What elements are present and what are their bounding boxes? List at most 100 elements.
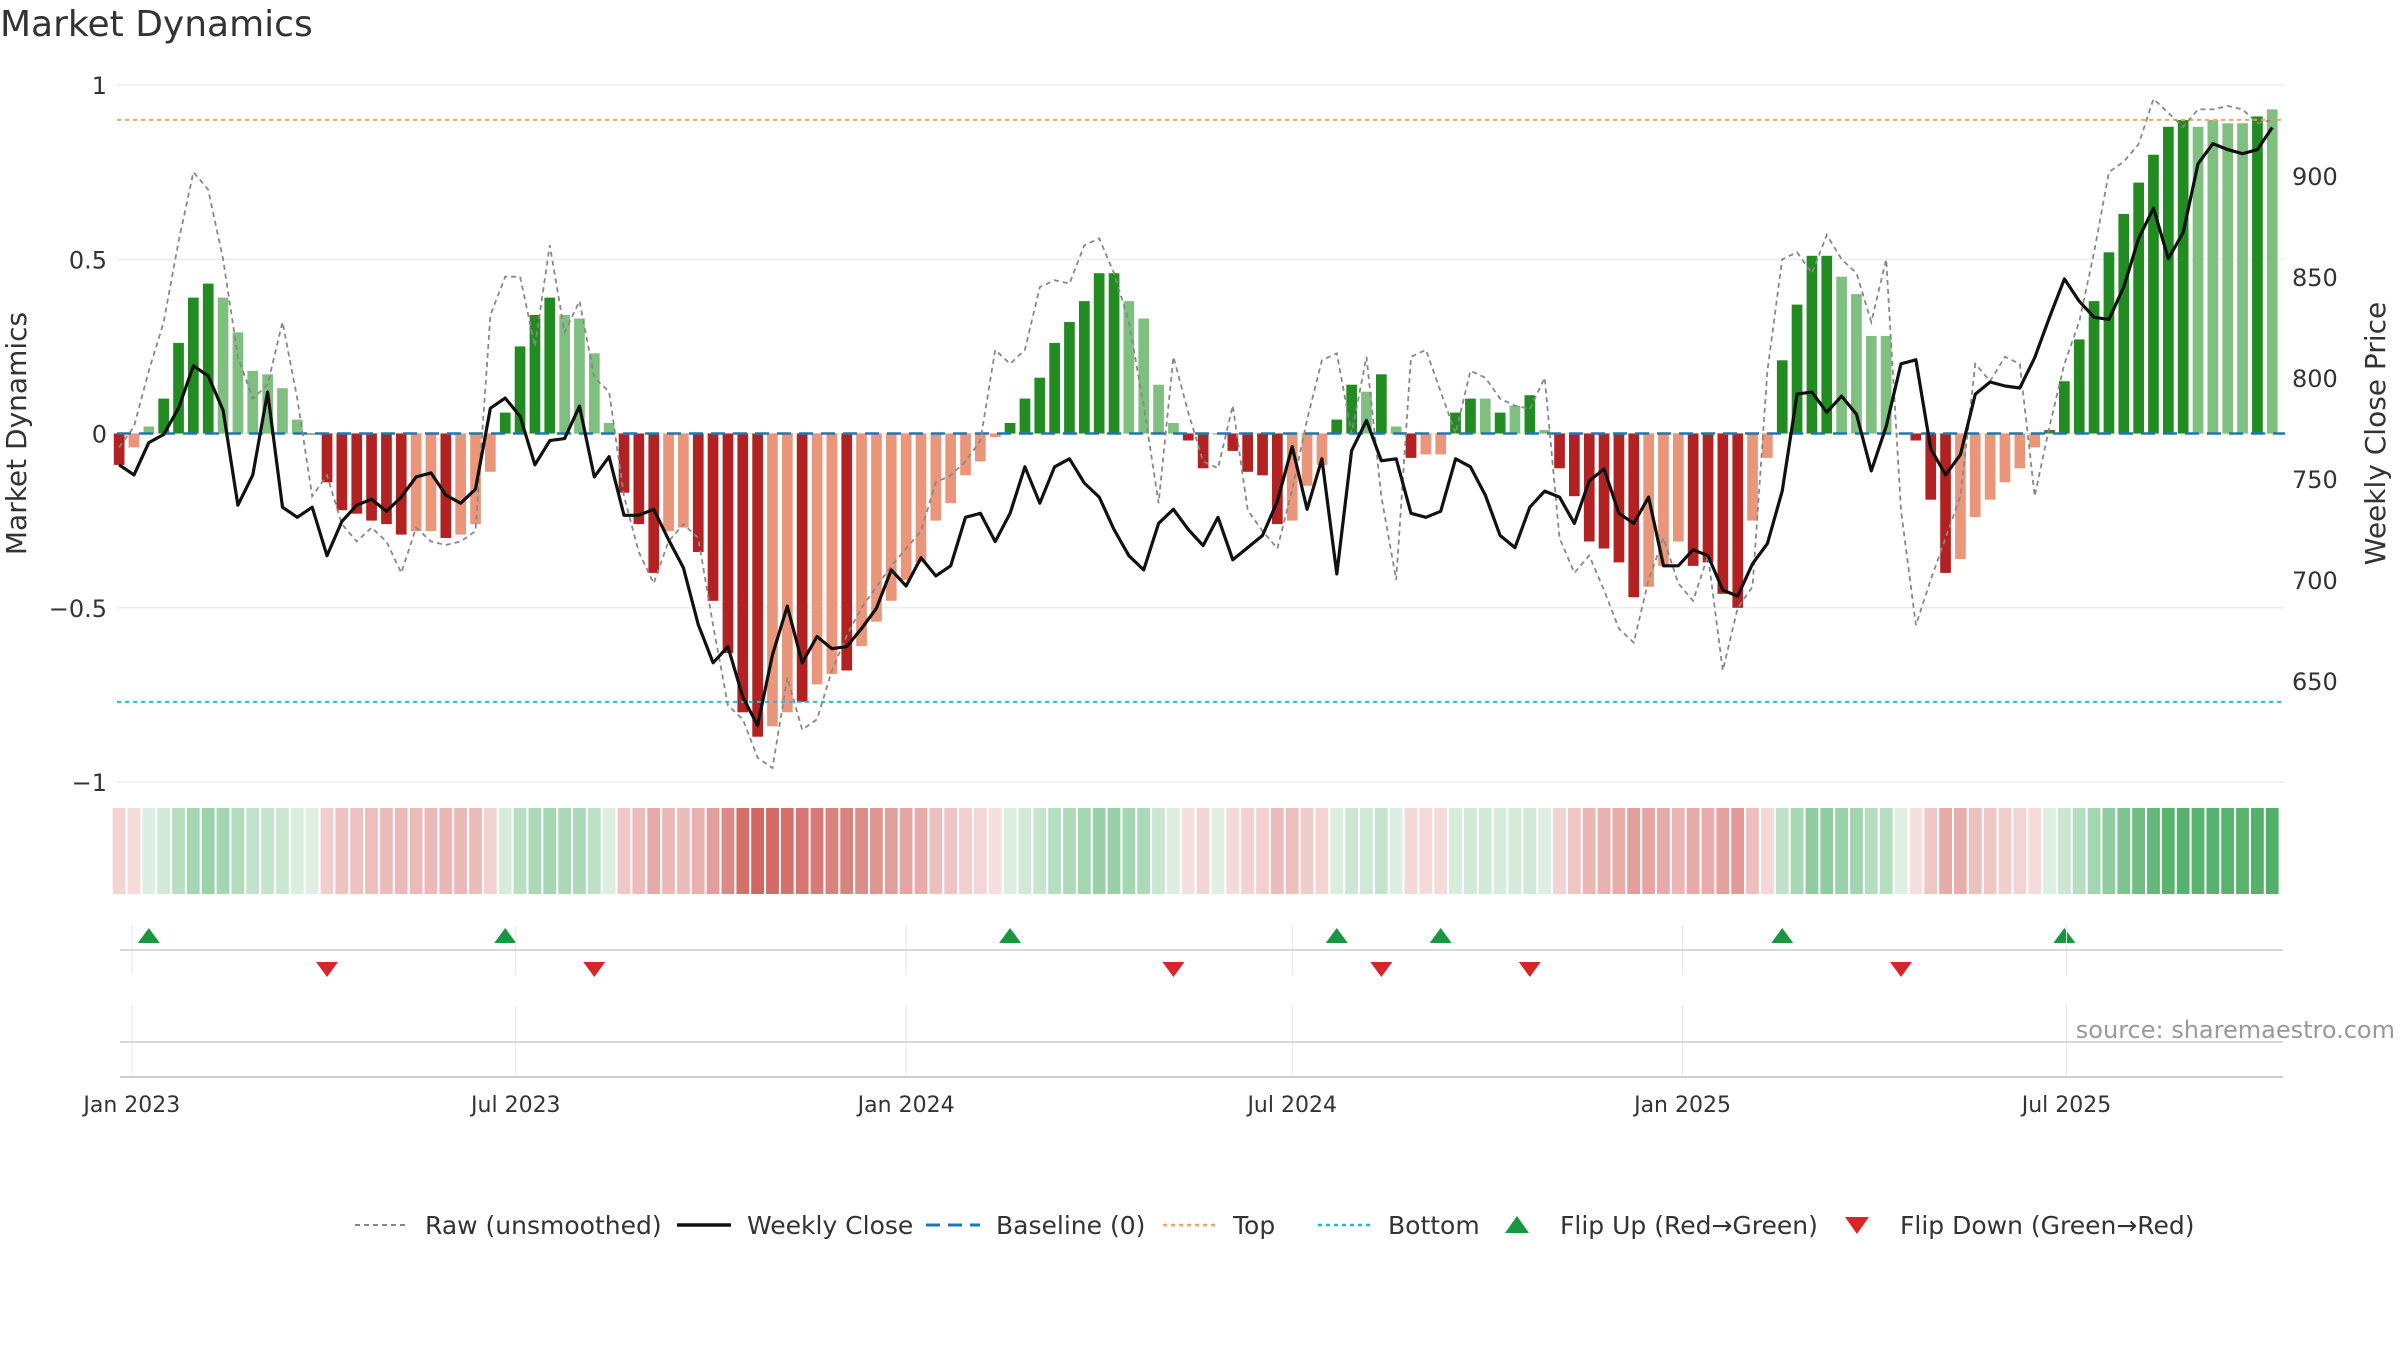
dynamics-bar	[544, 297, 556, 434]
regime-strip-cell	[1850, 808, 1863, 894]
dynamics-bar	[678, 433, 689, 528]
regime-strip-cell	[112, 808, 126, 894]
legend-item: Baseline (0)	[926, 1211, 1145, 1240]
regime-strip-cell	[2221, 808, 2235, 894]
dynamics-bar	[1524, 395, 1536, 434]
y-axis-label-right: Weekly Close Price	[2359, 302, 2392, 565]
regime-strip-cell	[1701, 808, 1715, 894]
regime-strip-cell	[1686, 808, 1700, 894]
regime-strip-cell	[1582, 808, 1596, 894]
dynamics-bar	[1494, 412, 1506, 434]
regime-strip-cell	[617, 808, 631, 894]
dynamics-bar	[336, 433, 348, 511]
regime-strip-cell	[1196, 808, 1210, 894]
regime-strip-cell	[1939, 808, 1952, 894]
dynamics-bar	[1153, 384, 1164, 434]
legend-item: Weekly Close	[677, 1211, 913, 1240]
dynamics-bar	[292, 419, 303, 434]
regime-strip-cell	[1835, 808, 1848, 894]
dynamics-bar	[470, 433, 481, 525]
legend-label: Baseline (0)	[996, 1211, 1145, 1240]
regime-strip-cell	[320, 808, 334, 894]
regime-strip-cell	[884, 808, 898, 894]
regime-strip-cell	[1449, 808, 1462, 894]
dynamics-bar	[1940, 433, 1951, 573]
regime-strip-cell	[677, 808, 690, 894]
dynamics-bar	[692, 433, 704, 552]
dynamics-bar	[1717, 433, 1729, 594]
dynamics-bar	[128, 433, 140, 448]
regime-strip-cell	[1226, 808, 1240, 894]
dynamics-bar	[1123, 301, 1135, 434]
legend: Raw (unsmoothed) Weekly Close Baseline (0)…	[355, 1211, 2195, 1240]
x-tick-label: Jul 2023	[469, 1093, 561, 1118]
bars	[113, 109, 2278, 737]
dynamics-bar	[202, 283, 214, 434]
regime-strip-cell	[261, 808, 274, 894]
dynamics-bar	[1168, 423, 1179, 434]
dynamics-bar	[1628, 433, 1640, 598]
regime-strip-cell	[1924, 808, 1938, 894]
dynamics-bar	[351, 433, 363, 514]
regime-strip-cell	[157, 808, 170, 894]
regime-strip-cell	[1300, 808, 1314, 894]
flip-down-marker	[1890, 962, 1913, 977]
regime-strip-cell	[751, 808, 764, 894]
legend-swatch	[1505, 1216, 1529, 1233]
dynamics-bar	[960, 433, 971, 476]
regime-strip-cell	[929, 808, 943, 894]
dynamics-bar	[1390, 426, 1402, 434]
legend-item: Raw (unsmoothed)	[355, 1211, 662, 1240]
legend-item: Bottom	[1318, 1211, 1480, 1240]
y-tick-label-right: 850	[2292, 264, 2338, 292]
regime-strip-cell	[2072, 808, 2086, 894]
regime-strip-cell	[528, 808, 542, 894]
regime-strip-cell	[1642, 808, 1655, 894]
dynamics-bar	[2207, 119, 2219, 434]
dynamics-bar	[2103, 252, 2115, 434]
regime-strip-cell	[1553, 808, 1566, 894]
regime-strip-cell	[1775, 808, 1789, 894]
dynamics-bar	[1747, 433, 1758, 521]
dynamics-bar	[1257, 433, 1268, 476]
dynamics-bar	[1079, 301, 1090, 434]
flip-up-marker	[1429, 928, 1452, 943]
regime-strip-cell	[186, 808, 200, 894]
dynamics-bar	[455, 433, 466, 535]
regime-strip-cell	[1077, 808, 1091, 894]
dynamics-bar	[1108, 273, 1120, 434]
regime-strip-cell	[2161, 808, 2175, 894]
flip-down-marker	[1162, 962, 1185, 977]
chart-title: Market Dynamics	[0, 4, 313, 45]
flip-markers	[137, 928, 2076, 977]
y-axis-label-left: Market Dynamics	[0, 312, 33, 555]
dynamics-bar	[1420, 433, 1432, 455]
dynamics-bar	[1554, 433, 1565, 469]
legend-item: Top	[1163, 1211, 1275, 1240]
regime-strip-cell	[587, 808, 601, 894]
dynamics-bar	[589, 353, 600, 434]
regime-strip-cell	[216, 808, 230, 894]
dynamics-bar	[1450, 412, 1461, 434]
regime-strip-cell	[1152, 808, 1165, 894]
regime-strip-cell	[424, 808, 438, 894]
dynamics-bar	[1925, 433, 1937, 500]
dynamics-bar	[1673, 433, 1684, 542]
regime-strip-cell	[246, 808, 260, 894]
dynamics-bar	[440, 433, 452, 538]
regime-strip-cell	[825, 808, 839, 894]
regime-strip-cell	[1493, 808, 1507, 894]
legend-label: Bottom	[1388, 1211, 1480, 1240]
regime-strip-cell	[1285, 808, 1299, 894]
dynamics-bar	[1182, 433, 1194, 441]
regime-strip-cell	[2043, 808, 2056, 894]
regime-strip-cell	[409, 808, 423, 894]
dynamics-bar	[2222, 123, 2234, 434]
flip-up-marker	[1771, 928, 1794, 943]
dynamics-bar	[173, 342, 184, 434]
regime-strip-cell	[1968, 808, 1982, 894]
flip-down-marker	[316, 962, 339, 977]
regime-strip-cell	[647, 808, 661, 894]
regime-strip-cell	[691, 808, 705, 894]
